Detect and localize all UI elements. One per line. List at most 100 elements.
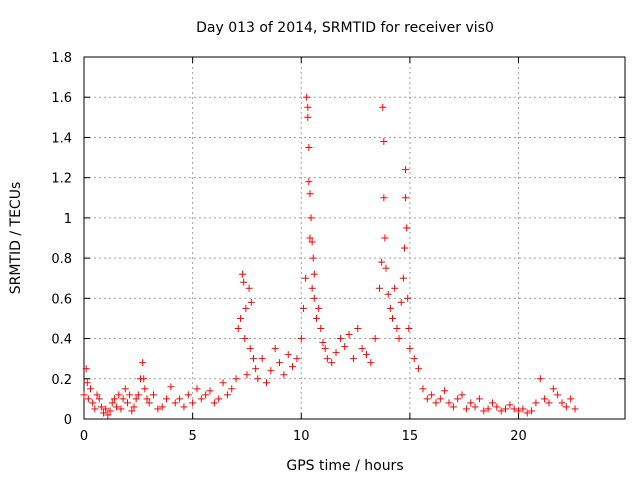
- data-point: [167, 383, 175, 391]
- data-point: [532, 399, 540, 407]
- data-point: [403, 224, 411, 232]
- data-point: [471, 403, 479, 411]
- data-point: [317, 325, 325, 332]
- data-point: [241, 335, 249, 343]
- data-point: [128, 407, 136, 415]
- data-point: [154, 405, 162, 413]
- data-point: [562, 403, 570, 411]
- data-point: [323, 355, 331, 363]
- data-point: [321, 345, 329, 353]
- data-point: [410, 355, 418, 363]
- data-point: [341, 343, 349, 351]
- data-point: [379, 103, 387, 111]
- data-point: [405, 325, 413, 332]
- data-point: [267, 367, 275, 375]
- data-point: [202, 391, 210, 399]
- data-point: [82, 365, 90, 373]
- data-point: [249, 355, 257, 363]
- data-point: [371, 335, 379, 343]
- data-point: [83, 379, 91, 387]
- plot-frame: [83, 56, 626, 420]
- data-point: [510, 405, 518, 413]
- data-point: [336, 335, 344, 343]
- data-point: [404, 294, 412, 302]
- data-point: [436, 395, 444, 403]
- data-point: [243, 371, 251, 379]
- data-point: [454, 395, 462, 403]
- data-point: [219, 379, 227, 387]
- data-point: [134, 391, 142, 399]
- data-point: [423, 395, 431, 403]
- data-point: [467, 399, 475, 407]
- chart-title: Day 013 of 2014, SRMTID for receiver vis…: [196, 20, 494, 36]
- grid: [84, 57, 625, 419]
- data-point: [445, 399, 453, 407]
- data-point: [108, 399, 116, 407]
- data-point: [432, 399, 440, 407]
- data-point: [308, 238, 316, 246]
- data-point: [406, 345, 414, 353]
- data-point: [332, 349, 340, 357]
- data-point: [458, 391, 466, 399]
- data-point: [110, 395, 118, 403]
- data-point: [210, 399, 218, 407]
- data-point: [502, 405, 510, 413]
- data-point: [389, 314, 397, 322]
- data-point: [276, 359, 284, 367]
- data-point: [150, 391, 158, 399]
- y-tick-label: 0.2: [51, 373, 72, 388]
- data-point: [121, 385, 129, 393]
- data-point: [254, 375, 262, 383]
- data-point: [193, 385, 201, 393]
- data-point: [180, 403, 188, 411]
- data-point: [381, 234, 389, 242]
- data-point: [306, 234, 314, 242]
- data-point: [345, 331, 353, 339]
- data-point: [309, 254, 317, 262]
- data-point: [215, 395, 223, 403]
- data-point: [462, 405, 470, 413]
- data-point: [354, 325, 362, 332]
- x-tick-label: 15: [402, 429, 419, 444]
- data-point: [399, 274, 407, 282]
- x-tick-label: 10: [293, 429, 310, 444]
- data-point: [319, 339, 327, 347]
- data-point: [493, 403, 501, 411]
- data-point: [303, 93, 311, 101]
- data-point: [87, 385, 95, 393]
- data-point: [382, 264, 390, 272]
- data-point: [415, 365, 423, 373]
- data-point: [484, 405, 492, 413]
- data-point: [519, 405, 527, 413]
- data-point: [91, 405, 99, 413]
- data-point: [554, 391, 562, 399]
- data-point: [362, 351, 370, 359]
- data-point: [176, 395, 184, 403]
- data-point: [402, 194, 410, 202]
- y-tick-label: 1.4: [51, 131, 72, 146]
- data-point: [297, 335, 305, 343]
- data-point: [280, 371, 288, 379]
- data-point: [449, 403, 457, 411]
- data-point: [234, 325, 242, 332]
- data-point: [310, 270, 318, 278]
- data-point: [571, 405, 579, 413]
- data-point: [84, 395, 92, 403]
- data-point: [145, 399, 153, 407]
- data-point: [115, 391, 123, 399]
- data-point: [239, 270, 247, 278]
- data-point: [306, 190, 314, 198]
- x-axis-label: GPS time / hours: [286, 458, 403, 474]
- data-point: [302, 274, 310, 282]
- data-point: [119, 395, 127, 403]
- data-point: [349, 355, 357, 363]
- data-point: [104, 411, 112, 419]
- data-point: [380, 137, 388, 145]
- data-point: [541, 395, 549, 403]
- y-tick-label: 0.6: [51, 292, 72, 307]
- data-point: [242, 304, 250, 312]
- data-point: [130, 403, 138, 411]
- data-point: [308, 284, 316, 292]
- data-point: [93, 391, 101, 399]
- data-point: [419, 385, 427, 393]
